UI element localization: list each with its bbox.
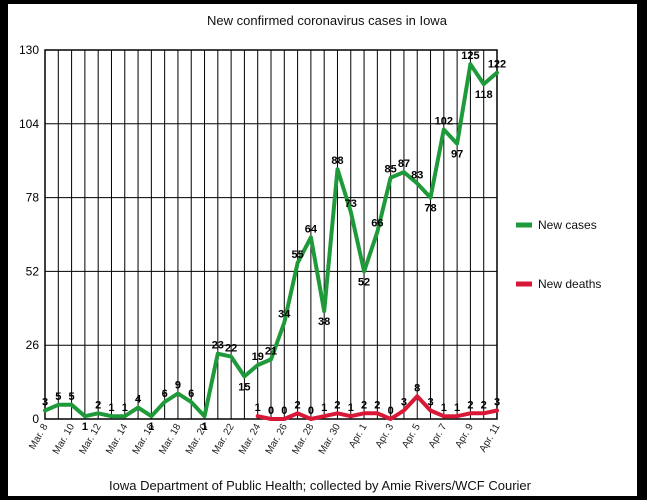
grid [44, 49, 498, 420]
data-label: 1 [122, 402, 128, 414]
data-label: 1 [454, 402, 460, 414]
data-label: 4 [135, 394, 142, 406]
data-label: 9 [175, 379, 181, 391]
data-label: 19 [252, 351, 264, 363]
legend-label-new-deaths: New deaths [538, 277, 601, 291]
data-label: 1 [108, 402, 114, 414]
data-label: 78 [424, 203, 436, 215]
data-label: 73 [345, 198, 357, 210]
data-label: 0 [308, 405, 314, 417]
data-label: 6 [188, 388, 194, 400]
series-line-new-cases [43, 62, 499, 419]
data-label: 34 [278, 308, 291, 320]
x-tick-label: Mar. 14 [104, 422, 130, 457]
data-label: 3 [494, 396, 500, 408]
data-label: 1 [441, 402, 447, 414]
data-label: 2 [361, 399, 367, 411]
data-label: 3 [42, 396, 48, 408]
x-tick-label: Mar. 24 [237, 422, 263, 457]
legend-label-new-cases: New cases [538, 218, 597, 232]
x-tick-label: Mar. 30 [317, 422, 343, 457]
y-tick-label: 130 [19, 43, 39, 57]
x-tick-label: Mar. 18 [157, 422, 183, 457]
data-label: 5 [55, 391, 61, 403]
data-label: 55 [291, 249, 303, 261]
data-label: 1 [255, 402, 261, 414]
data-label: 0 [268, 405, 274, 417]
data-label: 15 [238, 381, 250, 393]
data-label: 97 [451, 149, 463, 161]
data-label: 3 [401, 396, 407, 408]
x-tick-label: Apr. 7 [427, 422, 450, 451]
x-tick-label: Mar. 28 [290, 422, 316, 457]
data-label: 83 [411, 169, 423, 181]
chart-title: New confirmed coronavirus cases in Iowa [207, 13, 448, 28]
data-label: 0 [281, 405, 287, 417]
data-label: 2 [334, 399, 340, 411]
x-tick-label: Apr. 5 [400, 422, 423, 451]
data-label: 0 [388, 405, 394, 417]
series [43, 62, 499, 421]
data-label: 66 [371, 218, 383, 230]
data-label: 2 [295, 399, 301, 411]
data-label: 118 [475, 89, 493, 101]
y-axis-ticks: 0 26 52 78 104 130 [19, 43, 39, 426]
x-tick-label: Apr. 1 [347, 422, 370, 451]
data-label: 2 [467, 399, 473, 411]
data-label: 125 [461, 50, 479, 62]
y-tick-label: 104 [19, 117, 39, 131]
data-label: 2 [481, 399, 487, 411]
data-label: 2 [374, 399, 380, 411]
y-tick-label: 78 [26, 191, 40, 205]
data-label: 64 [305, 223, 318, 235]
data-label: 85 [385, 164, 397, 176]
data-label: 87 [398, 158, 410, 170]
data-label: 1 [201, 421, 207, 433]
data-label: 1 [148, 421, 154, 433]
data-label: 5 [69, 391, 75, 403]
legend: New cases New deaths [516, 218, 601, 291]
x-tick-label: Mar. 8 [27, 422, 51, 452]
series-line-new-deaths [255, 394, 499, 421]
x-tick-label: Apr. 3 [374, 422, 397, 451]
y-tick-label: 0 [32, 412, 39, 426]
data-label: 102 [435, 115, 453, 127]
data-label: 2 [95, 399, 101, 411]
data-label: 122 [488, 59, 506, 71]
x-axis-ticks: Mar. 8 Mar. 10 Mar. 12 Mar. 14 Mar. 16 Mar. 1… [27, 422, 503, 457]
x-tick-label: Mar. 10 [51, 422, 77, 457]
data-label: 1 [82, 421, 88, 433]
x-tick-label: Mar. 22 [211, 422, 237, 457]
x-tick-label: Apr. 11 [478, 422, 503, 455]
data-label: 22 [225, 343, 237, 355]
y-tick-label: 52 [26, 264, 40, 278]
source-caption: Iowa Department of Public Health; collec… [109, 478, 532, 493]
y-tick-label: 26 [26, 338, 40, 352]
data-label: 23 [212, 340, 224, 352]
data-label: 6 [162, 388, 168, 400]
data-label: 88 [331, 155, 343, 167]
data-label: 3 [427, 396, 433, 408]
data-label: 8 [414, 382, 420, 394]
x-tick-label: Apr. 9 [453, 422, 476, 451]
data-label: 21 [265, 345, 277, 357]
data-label: 1 [321, 402, 327, 414]
data-label: 1 [348, 402, 354, 414]
data-label: 52 [358, 276, 370, 288]
chart-svg: New confirmed coronavirus cases in Iowa … [19, 13, 601, 493]
chart-panel: New confirmed coronavirus cases in Iowa … [8, 4, 637, 496]
x-tick-label: Mar. 26 [264, 422, 290, 457]
data-label: 38 [318, 316, 330, 328]
